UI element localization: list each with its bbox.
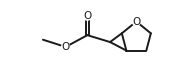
- Circle shape: [132, 18, 140, 26]
- Text: O: O: [132, 17, 141, 27]
- Circle shape: [83, 12, 91, 20]
- Text: O: O: [62, 42, 70, 52]
- Circle shape: [62, 43, 70, 51]
- Text: O: O: [83, 11, 92, 21]
